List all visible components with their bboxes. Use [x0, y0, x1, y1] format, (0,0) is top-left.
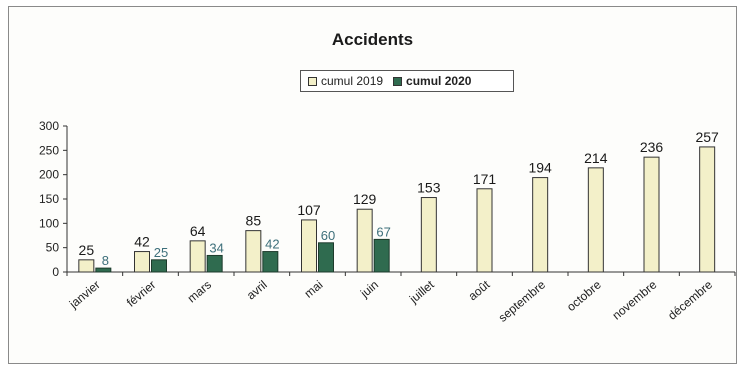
chart-title: Accidents: [331, 30, 414, 49]
bar-cumul-2020: [373, 238, 390, 273]
bar-cumul-2019: [356, 208, 373, 273]
legend-item-2020: cumul 2020: [393, 74, 471, 88]
y-tick-label: 200: [39, 168, 59, 182]
bar-cumul-2019: [476, 188, 493, 273]
bar-cumul-2019: [78, 259, 95, 273]
x-category-label: juillet: [406, 277, 437, 306]
legend-swatch-2020: [393, 76, 403, 86]
bar-cumul-2019: [301, 219, 317, 273]
bar-cumul-2019: [189, 240, 206, 273]
data-label-cumul-2020: 60: [321, 228, 335, 243]
data-label-cumul-2019: 214: [584, 150, 608, 166]
data-label-cumul-2020: 34: [209, 240, 223, 255]
y-tick-label: 100: [39, 216, 59, 230]
data-label-cumul-2019: 85: [246, 213, 262, 229]
x-category-label: avril: [244, 278, 270, 303]
bar-cumul-2020: [206, 254, 223, 273]
legend-label-2019: cumul 2019: [321, 74, 384, 88]
bar-cumul-2019: [699, 146, 716, 273]
data-label-cumul-2019: 153: [417, 180, 441, 196]
y-tick-label: 150: [39, 192, 59, 206]
bar-cumul-2019: [420, 197, 437, 273]
y-tick-label: 0: [52, 265, 59, 279]
data-label-cumul-2019: 236: [640, 139, 664, 155]
data-label-cumul-2019: 129: [353, 191, 377, 207]
x-category-label: juin: [357, 278, 381, 301]
legend-label-2020: cumul 2020: [406, 74, 472, 88]
bar-cumul-2019: [587, 167, 604, 273]
y-tick-label: 50: [46, 241, 60, 255]
bar-cumul-2020: [151, 259, 167, 273]
x-category-label: février: [124, 278, 159, 310]
data-label-cumul-2019: 107: [297, 202, 321, 218]
data-label-cumul-2019: 171: [473, 171, 497, 187]
data-label-cumul-2019: 25: [79, 242, 95, 258]
bar-cumul-2019: [245, 230, 262, 273]
x-category-label: janvier: [66, 278, 103, 312]
data-label-cumul-2019: 64: [190, 223, 206, 239]
y-tick-label: 300: [39, 119, 59, 133]
legend-swatch-2019: [308, 76, 317, 86]
data-label-cumul-2019: 194: [528, 160, 552, 176]
x-category-label: novembre: [610, 277, 660, 322]
x-category-label: décembre: [665, 277, 715, 322]
y-tick-label: 250: [39, 143, 59, 157]
x-category-label: mai: [302, 278, 326, 301]
data-label-cumul-2020: 67: [376, 224, 390, 239]
bar-cumul-2019: [643, 156, 660, 273]
data-label-cumul-2020: 8: [102, 253, 109, 268]
data-label-cumul-2020: 42: [265, 237, 279, 252]
chart-frame: [8, 6, 737, 364]
chart-legend: cumul 2019 cumul 2020: [300, 70, 514, 92]
x-category-label: mars: [185, 278, 214, 306]
data-label-cumul-2019: 42: [134, 234, 150, 250]
bar-cumul-2020: [318, 242, 334, 273]
bar-cumul-2019: [134, 251, 150, 273]
bar-cumul-2020: [262, 251, 279, 273]
legend-item-2019: cumul 2019: [308, 74, 383, 88]
x-category-label: septembre: [496, 277, 549, 324]
x-category-label: octobre: [564, 277, 604, 314]
data-label-cumul-2019: 257: [695, 129, 719, 145]
x-category-label: août: [466, 277, 493, 303]
data-label-cumul-2020: 25: [154, 245, 168, 260]
bar-cumul-2019: [532, 177, 549, 273]
bar-cumul-2020: [95, 267, 112, 273]
